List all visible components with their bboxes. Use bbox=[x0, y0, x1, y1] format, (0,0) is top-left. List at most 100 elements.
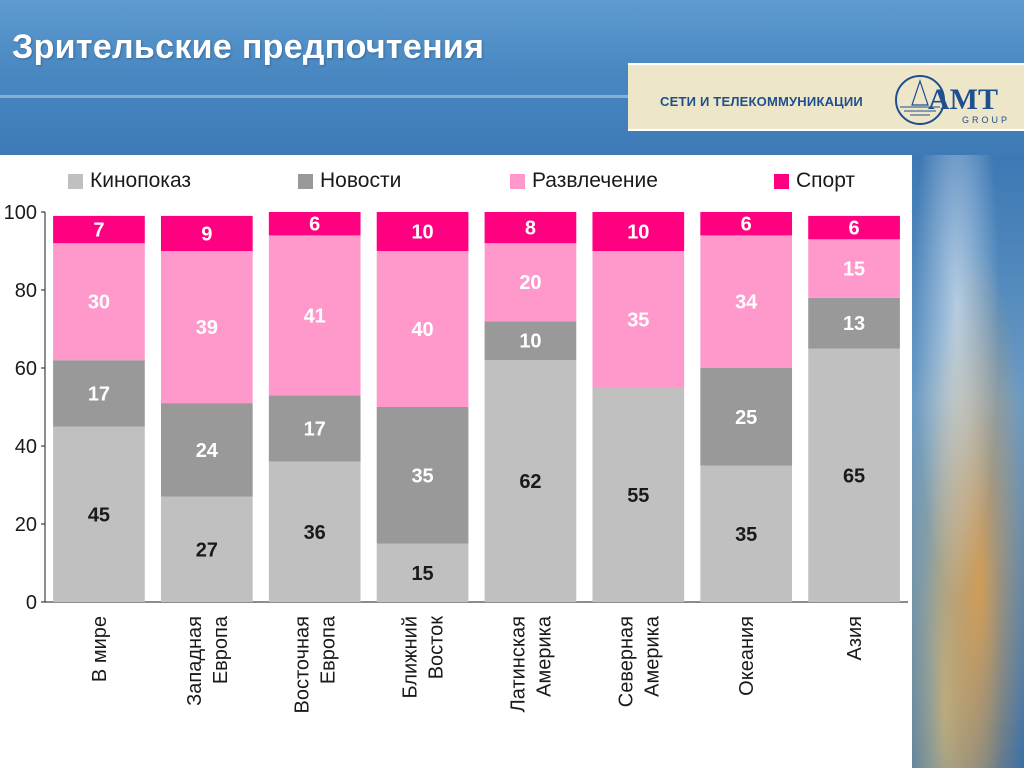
bar-segment bbox=[160, 496, 253, 602]
data-label: 30 bbox=[88, 292, 110, 314]
bar-segment bbox=[592, 212, 685, 251]
bar-segment bbox=[53, 215, 145, 244]
bar-segment bbox=[592, 251, 685, 388]
bar-segment bbox=[268, 461, 361, 602]
category-label-line: Северная bbox=[615, 616, 637, 707]
bar-segment bbox=[268, 212, 361, 236]
data-label: 9 bbox=[201, 223, 212, 245]
category-label-line: Европа bbox=[210, 615, 232, 684]
category-label-line: Латинская bbox=[507, 616, 529, 712]
data-label: 35 bbox=[735, 524, 757, 546]
data-label: 45 bbox=[88, 504, 110, 526]
bar-segment bbox=[484, 321, 577, 361]
data-label: 13 bbox=[843, 313, 865, 335]
y-tick-label: 40 bbox=[15, 436, 37, 458]
bar-segment bbox=[376, 212, 469, 251]
y-tick-label: 80 bbox=[15, 280, 37, 302]
category-label-line: Западная bbox=[184, 616, 206, 706]
y-tick-label: 100 bbox=[4, 202, 37, 224]
bar-segment bbox=[808, 239, 900, 298]
category-label: Океания bbox=[736, 616, 758, 696]
brand-text: СЕТИ И ТЕЛЕКОММУНИКАЦИИ bbox=[660, 94, 863, 109]
bar-segment bbox=[484, 243, 577, 322]
stacked-bar-chart: 0 20 40 60 80 100 45 17 30 7 В мире 27 24 39 9 Западная… bbox=[4, 202, 908, 714]
category-label-line: Америка bbox=[641, 615, 663, 697]
logo-text: AMT bbox=[928, 83, 998, 116]
data-label: 10 bbox=[519, 331, 541, 353]
category-label-line: Азия bbox=[844, 616, 866, 661]
category-label-line: Восточная bbox=[292, 616, 314, 714]
category-label: Восточная Европа bbox=[292, 615, 340, 713]
data-label: 40 bbox=[411, 319, 433, 341]
data-label: 25 bbox=[735, 407, 757, 429]
data-label: 6 bbox=[309, 214, 320, 236]
slide-title: Зрительские предпочтения bbox=[12, 28, 485, 66]
data-label: 24 bbox=[196, 440, 219, 462]
bar-segment bbox=[700, 212, 793, 236]
bar-segment bbox=[53, 243, 145, 361]
bar-segment bbox=[160, 403, 253, 497]
category-label: В мире bbox=[89, 616, 111, 682]
legend-label-kinopokaz: Кинопоказ bbox=[90, 169, 192, 192]
bar-segment bbox=[268, 395, 361, 462]
data-label: 55 bbox=[627, 485, 649, 507]
category-label: Северная Америка bbox=[615, 615, 663, 707]
bar-segment bbox=[592, 387, 685, 602]
data-label: 7 bbox=[93, 220, 104, 242]
data-label: 41 bbox=[304, 305, 326, 327]
legend-label-razvlechenie: Развлечение bbox=[532, 169, 658, 192]
data-label: 65 bbox=[843, 465, 865, 487]
bar-segment bbox=[160, 251, 253, 404]
data-label: 20 bbox=[519, 272, 541, 294]
data-label: 39 bbox=[196, 317, 218, 339]
bar-segment bbox=[808, 348, 900, 602]
bar-segment bbox=[484, 360, 577, 602]
brand-panel: СЕТИ И ТЕЛЕКОММУНИКАЦИИ AMT GROUP bbox=[628, 63, 1024, 131]
category-label-line: Океания bbox=[736, 616, 758, 696]
bar-segment bbox=[268, 235, 361, 396]
legend-swatch-kinopokaz bbox=[68, 174, 83, 189]
data-label: 6 bbox=[741, 214, 752, 236]
legend: Кинопоказ Новости Развлечение Спорт bbox=[0, 165, 912, 195]
logo-subtext: GROUP bbox=[962, 115, 1010, 125]
category-label: Западная Европа bbox=[184, 615, 232, 706]
category-label-line: Америка bbox=[533, 615, 555, 697]
chart-panel: Кинопоказ Новости Развлечение Спорт 0 20 4… bbox=[0, 155, 912, 768]
category-label-line: В мире bbox=[89, 616, 111, 682]
data-label: 15 bbox=[843, 259, 865, 281]
data-label: 17 bbox=[88, 383, 110, 405]
category-label: Ближний Восток bbox=[400, 616, 448, 699]
data-label: 15 bbox=[411, 563, 433, 585]
data-label: 35 bbox=[411, 465, 433, 487]
data-label: 17 bbox=[304, 418, 326, 440]
bar-segment bbox=[700, 465, 793, 602]
legend-label-sport: Спорт bbox=[796, 169, 856, 192]
bar-segment bbox=[160, 215, 253, 251]
data-label: 10 bbox=[411, 222, 433, 244]
bar-segment bbox=[808, 215, 900, 240]
bar-segment bbox=[808, 297, 900, 349]
bar-segment bbox=[700, 235, 793, 368]
y-tick-label: 0 bbox=[26, 592, 37, 614]
data-label: 62 bbox=[519, 471, 541, 493]
data-label: 35 bbox=[627, 309, 649, 331]
data-label: 34 bbox=[735, 292, 758, 314]
legend-label-novosti: Новости bbox=[320, 169, 402, 192]
data-label: 10 bbox=[627, 222, 649, 244]
bar-segment bbox=[484, 212, 577, 244]
data-label: 36 bbox=[304, 522, 326, 544]
data-label: 27 bbox=[196, 539, 218, 561]
bar-segment bbox=[376, 543, 469, 602]
bar-segment bbox=[53, 360, 145, 427]
legend-swatch-sport bbox=[774, 174, 789, 189]
data-label: 8 bbox=[525, 218, 536, 240]
category-label: Латинская Америка bbox=[507, 615, 555, 712]
category-label: Азия bbox=[844, 616, 866, 661]
bar-segment bbox=[700, 368, 793, 466]
category-label-line: Европа bbox=[318, 615, 340, 684]
y-tick-label: 60 bbox=[15, 358, 37, 380]
bar-segment bbox=[53, 426, 145, 602]
amt-logo: AMT GROUP bbox=[895, 75, 1010, 125]
decorative-photo-strip bbox=[912, 155, 1024, 768]
bar-segment bbox=[376, 251, 469, 407]
